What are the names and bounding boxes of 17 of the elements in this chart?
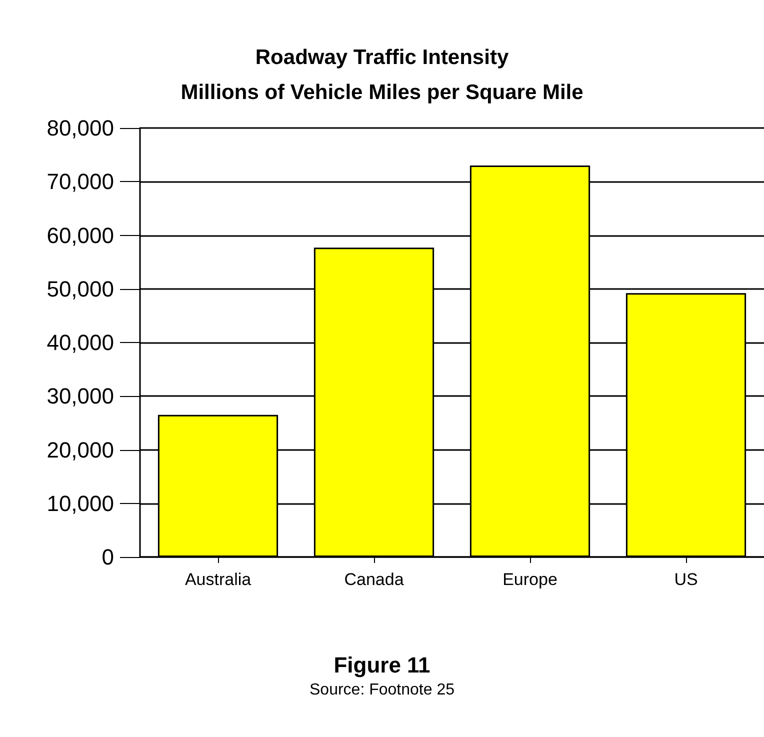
x-tick-label: Europe [502,570,558,589]
y-tick-label: 50,000 [46,276,114,302]
y-tick-label: 80,000 [46,116,114,140]
chart-subtitle: Millions of Vehicle Miles per Square Mile [180,81,584,104]
y-tick-label: 40,000 [46,330,114,355]
x-tick-label: US [674,570,698,589]
y-tick-label: 30,000 [46,384,114,409]
x-tick-label: Canada [344,570,404,589]
y-tick-label: 20,000 [46,437,114,462]
caption: Figure 11 [334,652,430,678]
x-tick-label: Australia [184,570,252,589]
chart-title: Roadway Traffic Intensity [255,46,509,69]
y-tick-label: 70,000 [46,169,114,194]
y-tick-label: 0 [102,544,114,570]
y-tick-label: 10,000 [46,490,114,516]
y-tick-label: 60,000 [46,222,114,248]
source-note: Source: Footnote 25 [310,682,455,698]
